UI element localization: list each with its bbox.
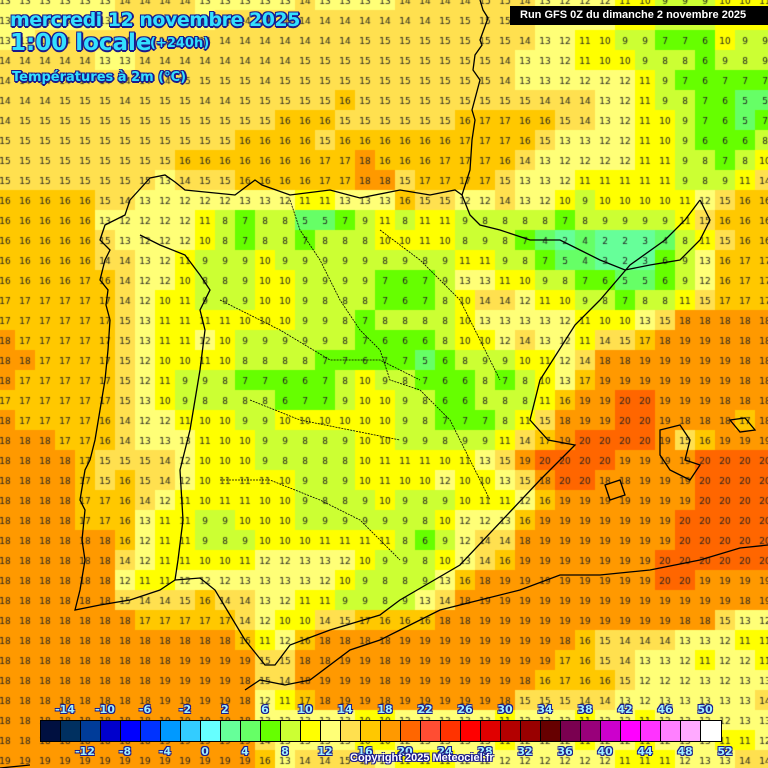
variable-label: Températures à 2m (°C) — [12, 70, 187, 85]
colorbar-swatch — [181, 721, 201, 741]
colorbar-tick-label: 36 — [557, 745, 573, 758]
colorbar-tick-label: 50 — [697, 703, 713, 716]
colorbar-swatch — [381, 721, 401, 741]
colorbar-swatch — [281, 721, 301, 741]
forecast-lead-time: (+240h) — [150, 36, 210, 51]
colorbar-swatch — [481, 721, 501, 741]
colorbar-swatch — [561, 721, 581, 741]
colorbar-tick-label: -6 — [138, 703, 152, 716]
colorbar-tick-label: -8 — [118, 745, 132, 758]
colorbar-swatch — [521, 721, 541, 741]
colorbar-swatch — [441, 721, 461, 741]
colorbar-tick-label: 4 — [241, 745, 249, 758]
colorbar-swatch — [221, 721, 241, 741]
colorbar-swatch — [121, 721, 141, 741]
colorbar-swatch — [361, 721, 381, 741]
colorbar-swatch — [81, 721, 101, 741]
colorbar-swatch — [421, 721, 441, 741]
colorbar-swatch — [401, 721, 421, 741]
colorbar-swatch — [641, 721, 661, 741]
colorbar-swatch — [41, 721, 61, 741]
colorbar-tick-label: 12 — [317, 745, 333, 758]
colorbar-tick-label: 42 — [617, 703, 633, 716]
colorbar-tick-label: 40 — [597, 745, 613, 758]
colorbar-tick-label: 24 — [437, 745, 453, 758]
colorbar-swatch — [161, 721, 181, 741]
colorbar-swatch — [301, 721, 321, 741]
colorbar-tick-label: 0 — [201, 745, 209, 758]
colorbar-tick-label: 14 — [337, 703, 353, 716]
colorbar-tick-label: -4 — [158, 745, 172, 758]
colorbar-swatch — [101, 721, 121, 741]
colorbar-tick-label: -14 — [55, 703, 75, 716]
colorbar-tick-label: 22 — [417, 703, 433, 716]
colorbar-swatch — [601, 721, 621, 741]
colorbar-tick-label: 38 — [577, 703, 593, 716]
colorbar-tick-label: 34 — [537, 703, 553, 716]
colorbar-swatch — [681, 721, 701, 741]
colorbar-swatch — [461, 721, 481, 741]
colorbar-swatch — [661, 721, 681, 741]
colorbar-tick-label: -12 — [75, 745, 95, 758]
colorbar-swatch — [701, 721, 721, 741]
colorbar-tick-label: 8 — [281, 745, 289, 758]
colorbar-swatch — [61, 721, 81, 741]
colorbar-swatch — [341, 721, 361, 741]
forecast-date: mercredi 12 novembre 2025 — [10, 9, 300, 31]
colorbar-swatch — [501, 721, 521, 741]
colorbar-tick-label: 32 — [517, 745, 533, 758]
colorbar-tick-label: 46 — [657, 703, 673, 716]
colorbar-tick-label: 2 — [221, 703, 229, 716]
colorbar-swatch — [201, 721, 221, 741]
colorbar-swatch — [581, 721, 601, 741]
colorbar-tick-label: 30 — [497, 703, 513, 716]
colorbar-swatch — [241, 721, 261, 741]
colorbar-tick-label: -10 — [95, 703, 115, 716]
colorbar-swatch — [321, 721, 341, 741]
colorbar-tick-label: 16 — [357, 745, 373, 758]
colorbar-swatch — [141, 721, 161, 741]
colorbar-swatch — [621, 721, 641, 741]
colorbar-tick-label: 26 — [457, 703, 473, 716]
colorbar-tick-label: 6 — [261, 703, 269, 716]
colorbar — [40, 720, 722, 742]
colorbar-tick-label: 28 — [477, 745, 493, 758]
copyright: Copyright 2025 Meteociel.fr — [350, 752, 494, 764]
colorbar-tick-label: 48 — [677, 745, 693, 758]
colorbar-tick-label: 52 — [717, 745, 733, 758]
colorbar-tick-label: 18 — [377, 703, 393, 716]
colorbar-tick-label: 10 — [297, 703, 313, 716]
colorbar-tick-label: 20 — [397, 745, 413, 758]
colorbar-swatch — [261, 721, 281, 741]
colorbar-tick-label: -2 — [178, 703, 192, 716]
run-info-banner: Run GFS 0Z du dimanche 2 novembre 2025 — [510, 6, 768, 25]
forecast-time: 1:00 locale — [10, 30, 152, 56]
colorbar-swatch — [541, 721, 561, 741]
colorbar-tick-label: 44 — [637, 745, 653, 758]
